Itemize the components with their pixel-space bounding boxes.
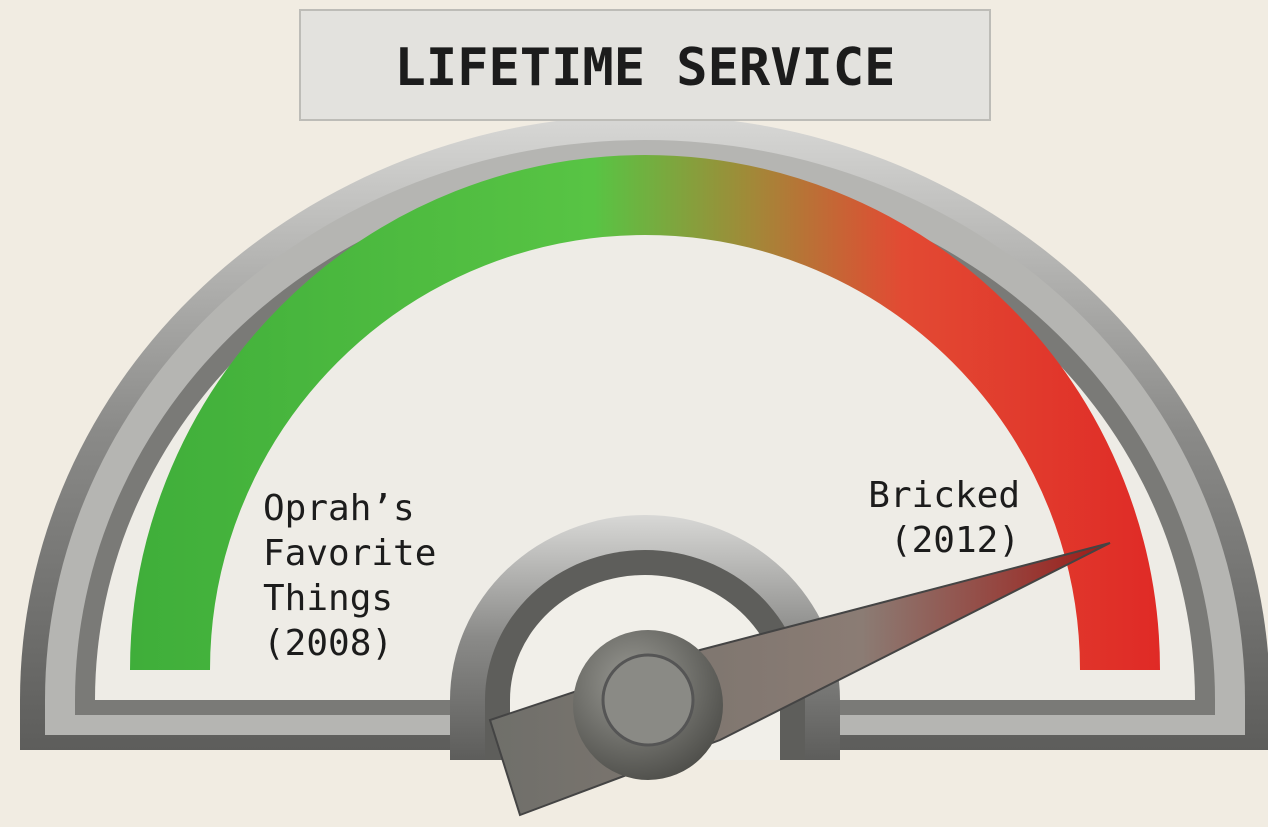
end-label-line: Bricked — [868, 475, 1020, 516]
title: LIFETIME SERVICE — [395, 38, 896, 98]
start-label-line: Oprah’s — [263, 488, 415, 529]
start-label-line: Favorite — [263, 533, 436, 574]
title-plaque — [299, 9, 991, 121]
end-label: Bricked(2012) — [868, 475, 1020, 561]
start-label-line: Things — [263, 578, 393, 619]
hub-cap — [601, 653, 695, 747]
end-label-line: (2012) — [890, 520, 1020, 561]
service-arc — [130, 155, 1160, 671]
start-label-line: (2008) — [263, 623, 393, 664]
